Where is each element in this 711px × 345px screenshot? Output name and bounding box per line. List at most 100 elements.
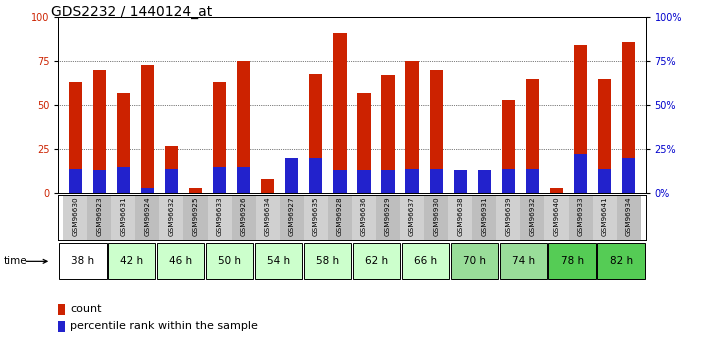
Bar <box>117 167 130 193</box>
Text: 62 h: 62 h <box>365 256 388 266</box>
Bar <box>165 169 178 193</box>
Text: GSM96932: GSM96932 <box>530 197 535 236</box>
Text: count: count <box>70 304 102 314</box>
Bar <box>526 169 539 193</box>
Bar <box>451 244 498 279</box>
Bar <box>574 46 587 193</box>
Bar <box>328 195 352 240</box>
Text: 66 h: 66 h <box>414 256 437 266</box>
Bar <box>157 244 204 279</box>
Bar <box>206 244 253 279</box>
Text: percentile rank within the sample: percentile rank within the sample <box>70 322 258 331</box>
Text: time: time <box>4 256 27 266</box>
Bar <box>358 170 370 193</box>
Bar <box>92 70 106 193</box>
Text: 74 h: 74 h <box>512 256 535 266</box>
Text: GSM96927: GSM96927 <box>289 197 295 236</box>
Bar <box>279 195 304 240</box>
Bar <box>598 169 611 193</box>
Bar <box>622 42 636 193</box>
Bar <box>352 195 376 240</box>
Bar <box>213 167 226 193</box>
Bar <box>304 244 351 279</box>
Text: GSM96633: GSM96633 <box>217 197 223 236</box>
Bar <box>261 179 274 193</box>
Bar <box>405 61 419 193</box>
Text: 50 h: 50 h <box>218 256 241 266</box>
Text: GSM96637: GSM96637 <box>409 197 415 236</box>
Text: GSM96931: GSM96931 <box>481 197 487 236</box>
Bar <box>63 195 87 240</box>
Bar <box>58 321 65 332</box>
Bar <box>108 244 156 279</box>
Bar <box>472 195 496 240</box>
Bar <box>159 195 183 240</box>
Bar <box>255 244 302 279</box>
Bar <box>333 33 346 193</box>
Bar <box>353 244 400 279</box>
Bar <box>616 195 641 240</box>
Bar <box>376 195 400 240</box>
Bar <box>165 146 178 193</box>
Bar <box>59 244 107 279</box>
Text: 82 h: 82 h <box>609 256 633 266</box>
Bar <box>545 195 569 240</box>
Bar <box>550 188 563 193</box>
Bar <box>520 195 545 240</box>
Text: GSM96924: GSM96924 <box>144 197 150 236</box>
Bar <box>92 170 106 193</box>
Bar <box>502 169 515 193</box>
Text: GSM96634: GSM96634 <box>264 197 271 236</box>
Bar <box>500 244 547 279</box>
Bar <box>135 195 159 240</box>
Bar <box>285 172 299 193</box>
Bar <box>213 82 226 193</box>
Bar <box>478 176 491 193</box>
Bar <box>502 100 515 193</box>
Bar <box>574 155 587 193</box>
Bar <box>424 195 448 240</box>
Bar <box>622 158 636 193</box>
Bar <box>68 82 82 193</box>
Bar <box>304 195 328 240</box>
Bar <box>237 61 250 193</box>
Text: GSM96641: GSM96641 <box>602 197 608 236</box>
Bar <box>454 170 467 193</box>
Text: GSM96923: GSM96923 <box>96 197 102 236</box>
Bar <box>117 93 130 193</box>
Bar <box>256 195 279 240</box>
Bar <box>429 169 443 193</box>
Bar <box>141 65 154 193</box>
Text: 78 h: 78 h <box>560 256 584 266</box>
Text: GSM96631: GSM96631 <box>120 197 127 236</box>
Text: GSM96934: GSM96934 <box>626 197 632 236</box>
Text: GDS2232 / 1440124_at: GDS2232 / 1440124_at <box>51 5 213 19</box>
Text: GSM96639: GSM96639 <box>506 197 511 236</box>
Bar <box>405 169 419 193</box>
Bar <box>58 304 65 315</box>
Bar <box>454 181 467 193</box>
Bar <box>381 170 395 193</box>
Bar <box>569 195 593 240</box>
Text: 58 h: 58 h <box>316 256 339 266</box>
Bar <box>87 195 111 240</box>
Text: 38 h: 38 h <box>71 256 95 266</box>
Text: GSM96632: GSM96632 <box>169 197 174 236</box>
Text: GSM96933: GSM96933 <box>577 197 584 236</box>
Text: GSM96635: GSM96635 <box>313 197 319 236</box>
Bar <box>400 195 424 240</box>
Text: 46 h: 46 h <box>169 256 192 266</box>
Text: GSM96640: GSM96640 <box>554 197 560 236</box>
Bar <box>548 244 596 279</box>
Bar <box>237 167 250 193</box>
Bar <box>111 195 135 240</box>
Text: 42 h: 42 h <box>120 256 144 266</box>
Bar <box>232 195 256 240</box>
Bar <box>333 170 346 193</box>
Text: GSM96929: GSM96929 <box>385 197 391 236</box>
Bar <box>208 195 232 240</box>
Bar <box>141 188 154 193</box>
Text: 70 h: 70 h <box>463 256 486 266</box>
Bar <box>309 158 323 193</box>
Bar <box>381 75 395 193</box>
